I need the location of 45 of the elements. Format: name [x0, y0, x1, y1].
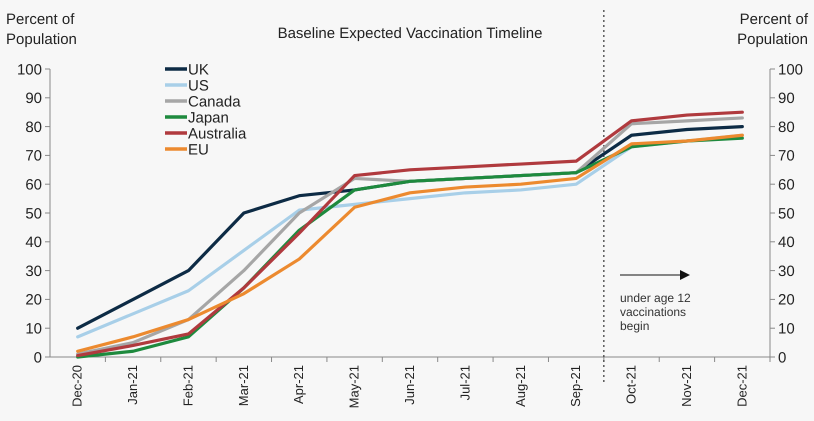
x-tick-label: Nov-21 [678, 365, 694, 407]
y2-tick-label: 30 [778, 262, 795, 280]
y-tick-label: 80 [25, 118, 42, 136]
y2-tick-label: 60 [778, 176, 795, 194]
y-tick-label: 20 [25, 292, 42, 309]
x-tick-label: Mar-21 [236, 365, 251, 406]
x-tick-label: Apr-21 [291, 365, 306, 404]
y2-axis-title: Percent of Population [737, 11, 809, 48]
y2-tick-label: 70 [778, 148, 795, 165]
x-tick-label: Dec-21 [734, 365, 750, 407]
x-tick-label: May-21 [346, 365, 362, 408]
chart-title: Baseline Expected Vaccination Timeline [278, 25, 542, 42]
legend-label: UK [188, 61, 209, 78]
y-tick-label: 50 [25, 205, 42, 222]
y2-tick-label: 0 [778, 349, 786, 366]
legend-label: EU [188, 141, 209, 158]
legend-label: Canada [188, 93, 242, 110]
y2-tick-label: 90 [778, 90, 795, 108]
y2-tick-label: 40 [778, 234, 795, 252]
y-tick-label: 10 [25, 320, 42, 338]
x-tick-label: Jan-21 [125, 365, 140, 405]
x-tick-label: Oct-21 [624, 365, 639, 404]
y2-tick-label: 100 [778, 61, 804, 78]
y2-tick-label: 10 [778, 320, 795, 338]
annotation: under age 12 vaccinations begin [620, 291, 692, 333]
x-tick-label: Sep-21 [568, 365, 584, 407]
y-tick-label: 0 [34, 349, 42, 366]
legend-label: US [188, 77, 209, 94]
x-tick-label: Jun-21 [402, 365, 417, 405]
legend-label: Australia [188, 125, 248, 142]
y2-tick-label: 50 [778, 205, 795, 222]
x-tick-label: Feb-21 [180, 365, 196, 406]
y-tick-label: 100 [16, 61, 42, 78]
legend-label: Japan [188, 109, 229, 126]
y-axis-title: Percent of Population [6, 11, 77, 48]
y-tick-label: 90 [25, 90, 42, 108]
y-tick-label: 30 [25, 262, 42, 280]
y-tick-label: 70 [25, 148, 42, 165]
y2-tick-label: 80 [778, 118, 795, 136]
x-tick-label: Dec-20 [70, 365, 85, 407]
x-tick-label: Jul-21 [457, 365, 472, 400]
x-tick-label: Aug-21 [512, 365, 528, 407]
y-tick-label: 40 [25, 234, 42, 252]
y2-tick-label: 20 [778, 292, 795, 309]
y-tick-label: 60 [25, 176, 42, 194]
